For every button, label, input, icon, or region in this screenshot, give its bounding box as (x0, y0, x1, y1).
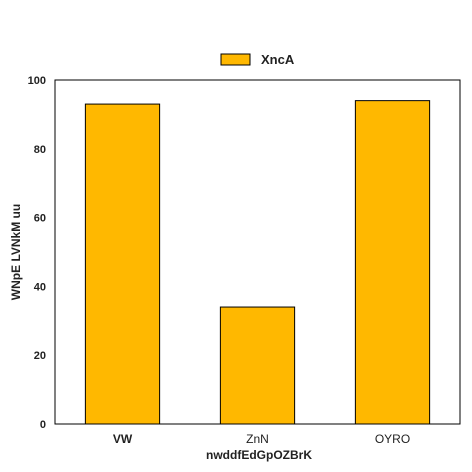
y-axis-ticks: 0 20 40 60 80 100 (28, 75, 46, 431)
x-tick-label: VW (113, 432, 133, 446)
y-tick-label: 0 (40, 419, 46, 431)
bar (84, 103, 161, 425)
x-tick-label: ZnN (246, 432, 269, 446)
y-tick-label: 20 (34, 350, 46, 362)
bars (84, 100, 431, 425)
y-tick-label: 100 (28, 75, 46, 87)
y-tick-label: 40 (34, 281, 46, 293)
x-tick-label: OYRO (375, 432, 410, 446)
y-axis-title: WNpE LVNkM uu (9, 204, 23, 300)
x-axis-title: nwddfEdGpOZBrK (206, 448, 312, 462)
plot-frame (54, 79, 461, 425)
legend: XncA (220, 52, 295, 67)
y-tick-label: 60 (34, 213, 46, 225)
x-axis-labels: VW ZnN OYRO (113, 432, 410, 446)
bar (354, 100, 431, 425)
y-tick-label: 80 (34, 144, 46, 156)
legend-swatch (220, 53, 251, 66)
bar (219, 306, 296, 425)
legend-label: XncA (261, 52, 295, 67)
